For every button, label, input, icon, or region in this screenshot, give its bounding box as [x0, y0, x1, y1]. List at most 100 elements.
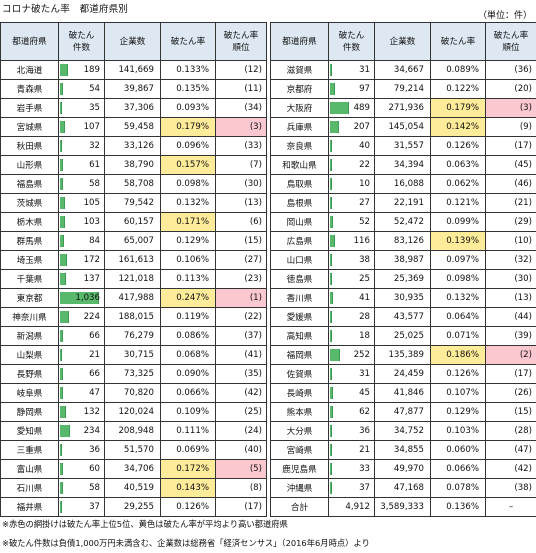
rate-cell: 0.142%	[430, 117, 486, 137]
rank-cell: (15)	[485, 402, 536, 422]
rank-cell: (3)	[485, 98, 536, 118]
pref-cell: 三重県	[0, 440, 59, 460]
companies-cell: 73,325	[104, 364, 161, 384]
rate-cell: 0.135%	[160, 79, 216, 99]
rank-cell: (17)	[215, 497, 267, 517]
rank-cell: (29)	[485, 212, 536, 232]
count-cell: 21	[58, 345, 105, 365]
count-bar	[330, 387, 333, 399]
count-bar	[60, 121, 65, 133]
rank-cell: (8)	[215, 478, 267, 498]
count-cell: 172	[58, 250, 105, 270]
rank-cell: (11)	[215, 79, 267, 99]
count-value: 84	[89, 236, 100, 246]
count-cell: 36	[328, 421, 375, 441]
pref-cell: 山梨県	[0, 345, 59, 365]
pref-cell: 千葉県	[0, 269, 59, 289]
rank-cell: (41)	[215, 345, 267, 365]
pref-cell: 宮崎県	[270, 440, 329, 460]
table-row: 奈良県 40 31,557 0.126% (17)	[270, 136, 536, 156]
companies-cell: 47,168	[374, 478, 431, 498]
rank-cell: (3)	[215, 117, 267, 137]
rate-cell: 0.096%	[160, 136, 216, 156]
pref-cell: 愛媛県	[270, 307, 329, 327]
pref-cell: 沖縄県	[270, 478, 329, 498]
count-value: 60	[89, 464, 100, 474]
rate-cell: 0.066%	[430, 459, 486, 479]
header-pref: 都道府県	[0, 22, 59, 61]
count-cell: 105	[58, 193, 105, 213]
count-bar	[60, 482, 63, 494]
companies-cell: 83,126	[374, 231, 431, 251]
rank-cell: (10)	[485, 231, 536, 251]
rate-cell: 0.171%	[160, 212, 216, 232]
rate-cell: 0.157%	[160, 155, 216, 175]
count-value: 224	[83, 312, 100, 322]
count-value: 10	[359, 179, 370, 189]
count-cell: 35	[58, 98, 105, 118]
count-bar	[330, 140, 332, 152]
count-bar	[60, 273, 66, 285]
table-row: 大阪府 489 271,936 0.179% (3)	[270, 98, 536, 118]
count-cell: 32	[58, 136, 105, 156]
count-cell: 61	[58, 155, 105, 175]
count-cell: 47	[58, 383, 105, 403]
count-cell: 207	[328, 117, 375, 137]
count-cell: 1,036	[58, 288, 105, 308]
companies-cell: 135,389	[374, 345, 431, 365]
count-cell: 252	[328, 345, 375, 365]
count-bar	[330, 444, 332, 456]
table-row: 高知県 18 25,025 0.071% (39)	[270, 326, 536, 346]
count-cell: 31	[328, 364, 375, 384]
companies-cell: 120,024	[104, 402, 161, 422]
count-cell: 31	[328, 60, 375, 80]
companies-cell: 79,542	[104, 193, 161, 213]
count-bar	[330, 83, 335, 95]
count-bar	[330, 216, 333, 228]
pref-cell: 島根県	[270, 193, 329, 213]
pref-cell: 岐阜県	[0, 383, 59, 403]
header-companies: 企業数	[104, 22, 161, 61]
rank-cell: (13)	[485, 288, 536, 308]
companies-cell: 34,752	[374, 421, 431, 441]
rank-cell: (47)	[485, 440, 536, 460]
table-row: 群馬県 84 65,007 0.129% (15)	[0, 231, 267, 251]
count-bar	[60, 197, 65, 209]
rank-cell: (15)	[215, 231, 267, 251]
header-row: 都道府県 破たん 件数 企業数 破たん率 破たん率 順位	[0, 22, 267, 61]
companies-cell: 30,715	[104, 345, 161, 365]
pref-cell: 鹿児島県	[270, 459, 329, 479]
header-count: 破たん 件数	[328, 22, 375, 61]
count-cell: 37	[58, 497, 105, 517]
pref-cell: 広島県	[270, 231, 329, 251]
rank-cell: (22)	[215, 307, 267, 327]
count-bar	[60, 102, 62, 114]
companies-cell: 43,577	[374, 307, 431, 327]
rate-cell: 0.099%	[430, 212, 486, 232]
rank-cell: (28)	[485, 421, 536, 441]
count-value: 234	[83, 426, 100, 436]
companies-cell: 145,054	[374, 117, 431, 137]
companies-cell: 34,706	[104, 459, 161, 479]
table-row: 石川県 58 40,519 0.143% (8)	[0, 478, 267, 498]
table-row: 静岡県 132 120,024 0.109% (25)	[0, 402, 267, 422]
count-cell: 25	[328, 269, 375, 289]
companies-cell: 25,025	[374, 326, 431, 346]
count-cell: 234	[58, 421, 105, 441]
count-value: 58	[89, 483, 100, 493]
rate-cell: 0.119%	[160, 307, 216, 327]
companies-cell: 141,669	[104, 60, 161, 80]
total-rate: 0.136%	[430, 497, 486, 517]
rate-cell: 0.247%	[160, 288, 216, 308]
count-bar	[60, 159, 63, 171]
companies-cell: 29,255	[104, 497, 161, 517]
pref-cell: 青森県	[0, 79, 59, 99]
count-cell: 137	[58, 269, 105, 289]
count-bar	[60, 425, 70, 437]
table-row: 富山県 60 34,706 0.172% (5)	[0, 459, 267, 479]
count-value: 66	[89, 369, 100, 379]
count-value: 32	[89, 141, 100, 151]
companies-cell: 49,970	[374, 459, 431, 479]
companies-cell: 31,557	[374, 136, 431, 156]
count-cell: 36	[58, 440, 105, 460]
